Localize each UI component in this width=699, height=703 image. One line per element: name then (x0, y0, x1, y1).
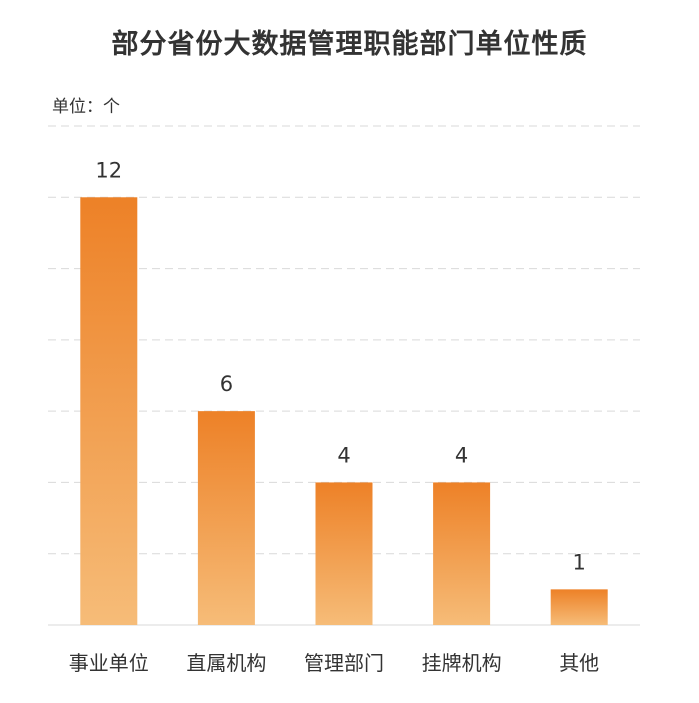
x-tick-label: 管理部门 (304, 651, 384, 675)
bar-value-label: 12 (95, 158, 122, 182)
x-tick-label: 事业单位 (69, 651, 149, 675)
bar (80, 197, 138, 626)
value-labels: 12 6 4 4 1 (95, 158, 585, 574)
bar (197, 411, 255, 625)
bar-value-label: 6 (220, 372, 233, 396)
x-tick-label: 挂牌机构 (422, 651, 502, 675)
bars (80, 197, 608, 626)
bar-value-label: 1 (573, 550, 586, 574)
bar-value-label: 4 (455, 443, 468, 467)
bar (550, 589, 608, 625)
bar (433, 482, 491, 625)
bar (315, 482, 373, 625)
category-labels: 事业单位 直属机构 管理部门 挂牌机构 其他 (69, 651, 599, 675)
bar-value-label: 4 (337, 443, 350, 467)
chart-title: 部分省份大数据管理职能部门单位性质 (111, 29, 588, 60)
x-tick-label: 直属机构 (186, 651, 266, 675)
unit-label: 单位：个 (52, 97, 120, 117)
x-tick-label: 其他 (559, 651, 599, 675)
